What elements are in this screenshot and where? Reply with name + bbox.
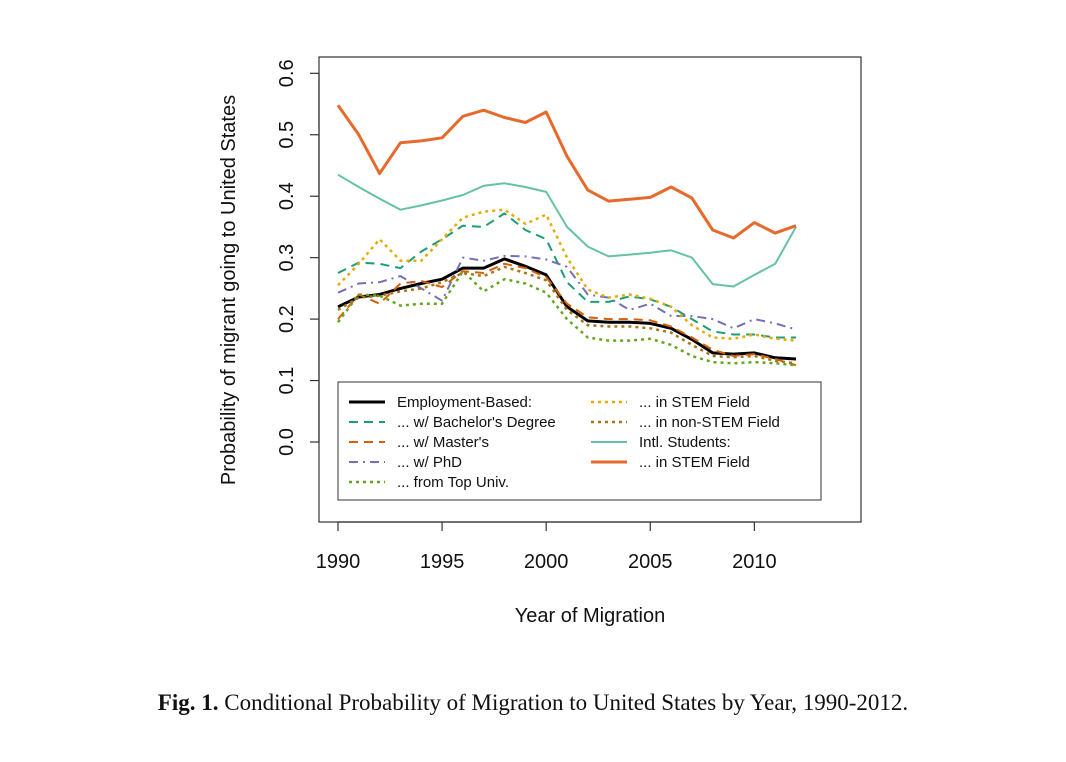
series-line-4 xyxy=(337,254,797,331)
legend-label: ... in non-STEM Field xyxy=(639,414,780,431)
legend-label: ... w/ Bachelor's Degree xyxy=(397,414,556,431)
series-line-5 xyxy=(337,269,797,367)
series-lines xyxy=(336,104,797,367)
x-tick-label: 2005 xyxy=(628,551,673,573)
series-line-9 xyxy=(336,104,797,240)
line-chart: 1990 1995 2000 2005 2010 0.00.10.20.30.40.50… xyxy=(218,56,862,627)
y-tick-label: 0.4 xyxy=(276,182,298,210)
legend-box xyxy=(337,381,822,501)
legend-label: ... w/ PhD xyxy=(397,454,462,471)
series-line-7 xyxy=(337,265,797,365)
series-line-3 xyxy=(337,262,797,367)
y-tick-label: 0.3 xyxy=(276,244,298,272)
y-tick-label: 0.1 xyxy=(276,367,298,395)
legend-label: ... from Top Univ. xyxy=(397,474,509,491)
x-axis: 1990 1995 2000 2005 2010 xyxy=(316,521,777,573)
y-axis-label: Probability of migrant going to United S… xyxy=(218,95,240,485)
y-axis: 0.0 0.1 0.2 0.3 0.4 0.5 0.6 xyxy=(276,59,320,456)
legend-label: ... in STEM Field xyxy=(639,454,750,471)
x-tick-label: 2010 xyxy=(732,551,777,573)
legend-label: Intl. Students: xyxy=(639,434,731,451)
legend-label: Employment-Based: xyxy=(397,394,532,411)
x-tick-label: 1995 xyxy=(420,551,465,573)
x-tick-label: 1990 xyxy=(316,551,361,573)
x-tick-label: 2000 xyxy=(524,551,569,573)
caption-label: Fig. 1. xyxy=(157,690,219,715)
series-line-8 xyxy=(337,173,797,288)
y-tick-label: 0.2 xyxy=(276,305,298,333)
legend: Employment-Based: ... w/ Bachelor's Degre… xyxy=(337,381,822,501)
legend-label: ... w/ Master's xyxy=(397,434,489,451)
y-tick-label: 0.6 xyxy=(276,59,298,87)
y-tick-label: 0.0 xyxy=(276,428,298,456)
figure-caption: Fig. 1. Conditional Probability of Migra… xyxy=(0,690,1066,716)
x-axis-label: Year of Migration xyxy=(515,605,665,627)
series-line-2 xyxy=(337,212,796,339)
series-line-6 xyxy=(337,208,797,342)
y-tick-label: 0.5 xyxy=(276,121,298,149)
caption-text: Conditional Probability of Migration to … xyxy=(218,690,909,715)
series-line-1 xyxy=(337,257,797,361)
legend-label: ... in STEM Field xyxy=(639,394,750,411)
